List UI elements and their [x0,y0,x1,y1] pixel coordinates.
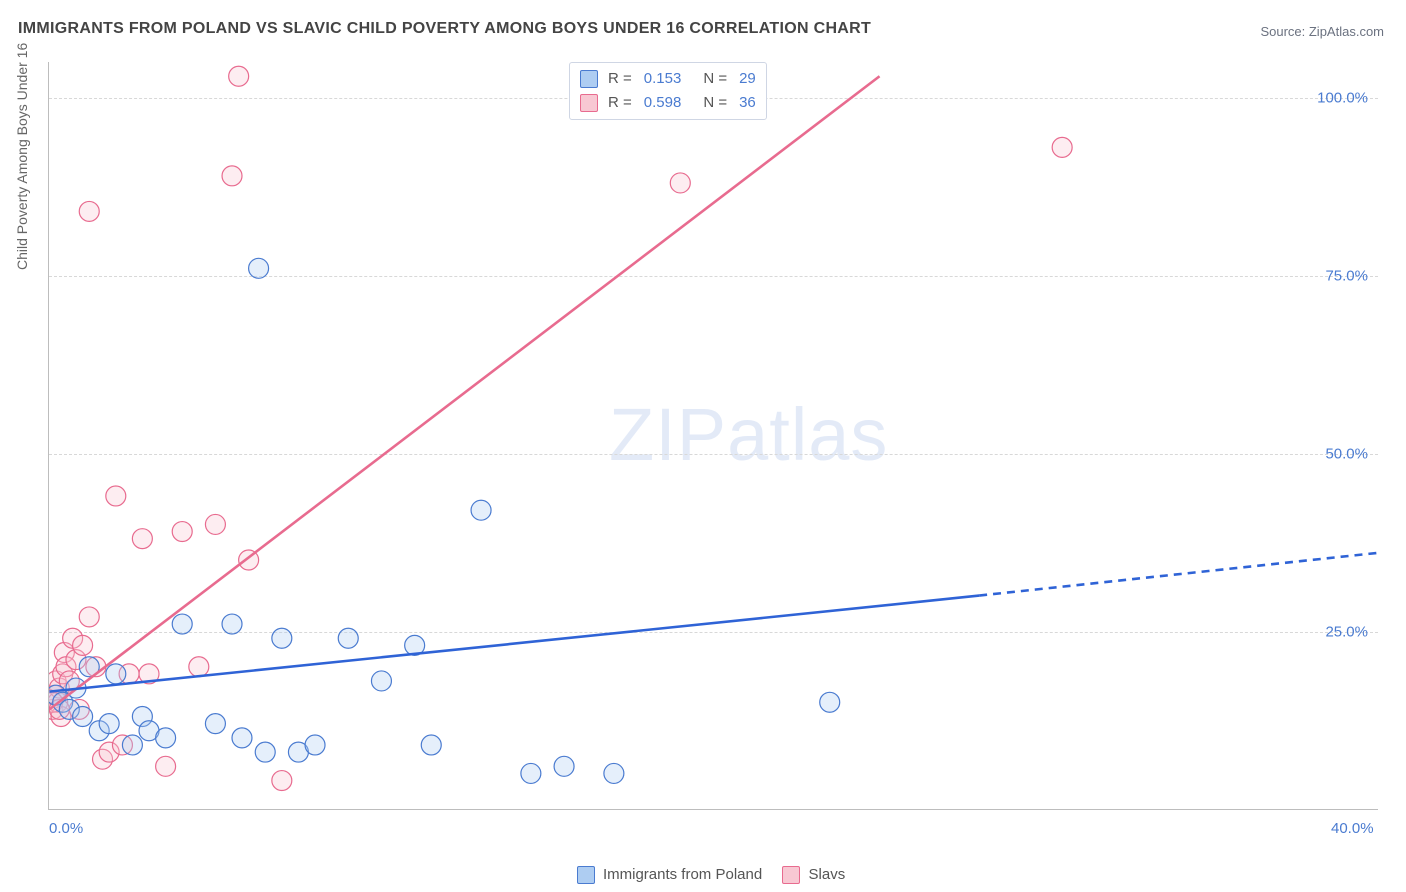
data-point [305,735,325,755]
data-point [272,628,292,648]
n-value-series1: 29 [739,67,756,91]
data-point [232,728,252,748]
data-point [156,756,176,776]
data-point [205,514,225,534]
data-point [521,763,541,783]
y-axis-label: Child Poverty Among Boys Under 16 [14,43,30,270]
x-tick-label: 40.0% [1331,820,1374,837]
data-point [249,258,269,278]
n-label: N = [703,91,727,115]
legend-swatch-series1-bottom [577,866,595,884]
data-point [222,614,242,634]
data-point [421,735,441,755]
data-point [99,714,119,734]
data-point [132,529,152,549]
data-point [1052,137,1072,157]
source-label: Source: ZipAtlas.com [1260,24,1384,39]
scatter-svg [49,62,1378,809]
data-point [122,735,142,755]
data-point [205,714,225,734]
data-point [604,763,624,783]
data-point [338,628,358,648]
data-point [670,173,690,193]
data-point [73,707,93,727]
data-point [820,692,840,712]
chart-title: IMMIGRANTS FROM POLAND VS SLAVIC CHILD P… [18,20,871,38]
data-point [106,664,126,684]
r-label: R = [608,67,632,91]
data-point [79,607,99,627]
legend-swatch-series2 [580,94,598,112]
data-point [156,728,176,748]
data-point [189,657,209,677]
data-point [272,771,292,791]
data-point [229,66,249,86]
legend-row-series2: R = 0.598 N = 36 [580,91,756,115]
data-point [79,201,99,221]
trend-line-extrapolated [979,553,1377,596]
trend-line [49,76,879,709]
legend-label-series1: Immigrants from Poland [603,866,762,883]
data-point [172,614,192,634]
data-point [222,166,242,186]
correlation-legend: R = 0.153 N = 29 R = 0.598 N = 36 [569,62,767,120]
r-value-series2: 0.598 [644,91,682,115]
legend-label-series2: Slavs [809,866,846,883]
plot-area: ZIPatlas R = 0.153 N = 29 R = 0.598 N = … [48,62,1378,810]
trend-line [49,596,979,692]
data-point [255,742,275,762]
r-label: R = [608,91,632,115]
data-point [471,500,491,520]
series-legend: Immigrants from Poland Slavs [0,866,1406,884]
data-point [172,522,192,542]
data-point [106,486,126,506]
data-point [554,756,574,776]
r-value-series1: 0.153 [644,67,682,91]
n-label: N = [703,67,727,91]
legend-swatch-series1 [580,70,598,88]
data-point [371,671,391,691]
data-point [73,635,93,655]
legend-swatch-series2-bottom [782,866,800,884]
x-tick-label: 0.0% [49,820,83,837]
n-value-series2: 36 [739,91,756,115]
legend-row-series1: R = 0.153 N = 29 [580,67,756,91]
